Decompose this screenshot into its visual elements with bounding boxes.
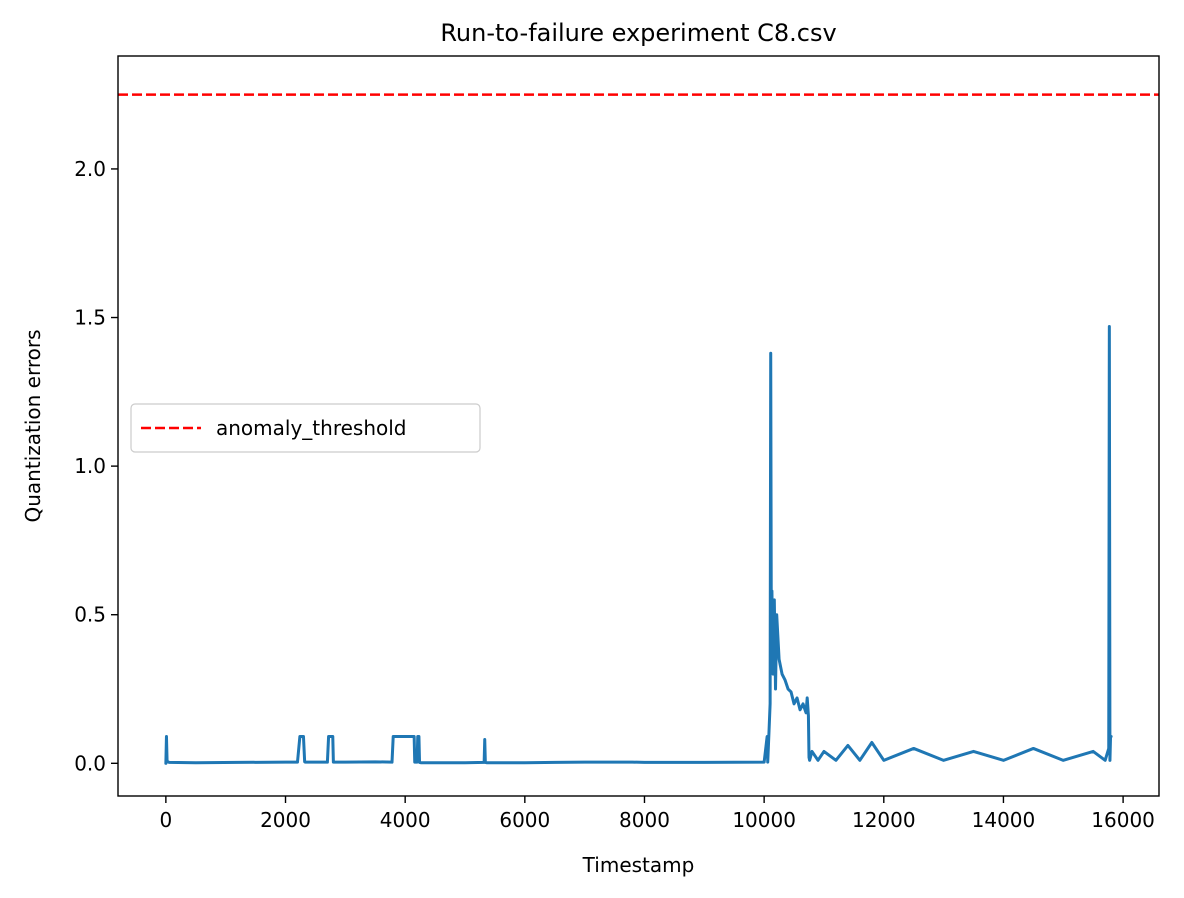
x-axis: 0 2000 4000 6000 8000 10000 12000 14000 16000 [159, 796, 1155, 832]
x-tick-label: 8000 [619, 808, 670, 832]
y-tick-label: 1.0 [74, 454, 106, 478]
plot-frame [117, 55, 1160, 797]
y-tick-label: 0.0 [74, 751, 106, 775]
y-axis: 0.0 0.5 1.0 1.5 2.0 [74, 157, 118, 775]
x-tick-label: 16000 [1091, 808, 1155, 832]
x-tick-label: 6000 [499, 808, 550, 832]
x-tick-label: 4000 [380, 808, 431, 832]
x-tick-label: 10000 [732, 808, 796, 832]
y-tick-label: 2.0 [74, 157, 106, 181]
chart-title: Run-to-failure experiment C8.csv [440, 19, 836, 47]
plot-area [117, 55, 1160, 797]
x-tick-label: 0 [159, 808, 172, 832]
x-tick-label: 2000 [260, 808, 311, 832]
x-axis-label: Timestamp [582, 853, 695, 877]
legend-label-anomaly-threshold: anomaly_threshold [216, 416, 407, 440]
series-layer [118, 93, 1159, 765]
series-line-0 [164, 324, 1113, 765]
legend-box [130, 403, 481, 453]
x-tick-label: 14000 [972, 808, 1036, 832]
y-tick-label: 1.5 [74, 306, 106, 330]
y-axis-label: Quantization errors [21, 329, 45, 522]
x-tick-label: 12000 [852, 808, 916, 832]
legend: anomaly_threshold [130, 403, 481, 453]
y-tick-label: 0.5 [74, 603, 106, 627]
